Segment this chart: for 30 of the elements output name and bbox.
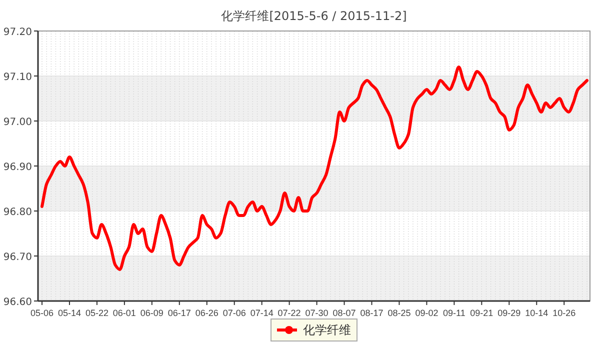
title: 化学纤维[2015-5-6 / 2015-11-2]	[221, 9, 407, 23]
y-tick-label: 97.20	[3, 27, 32, 38]
x-tick-label: 06-26	[195, 308, 218, 318]
x-tick-label: 10-26	[552, 308, 576, 318]
x-tick-label: 07-30	[305, 308, 328, 318]
x-tick-label: 09-21	[470, 308, 494, 318]
x-tick-label: 07-06	[222, 308, 246, 318]
x-tick-label: 09-11	[443, 308, 466, 318]
x-tick-label: 05-14	[58, 308, 81, 318]
y-tick-label: 97.00	[3, 117, 32, 128]
y-tick-label: 96.90	[3, 162, 32, 173]
x-tick-label: 05-22	[85, 308, 108, 318]
x-tick-label: 08-25	[388, 308, 411, 318]
x-tick-label: 08-17	[360, 308, 384, 318]
y-tick-label: 97.10	[3, 72, 32, 83]
y-tick-label: 96.70	[3, 252, 32, 263]
x-tick-label: 05-06	[30, 308, 54, 318]
x-tick-label: 09-29	[498, 308, 521, 318]
y-tick-label: 96.60	[3, 297, 32, 308]
x-tick-label: 08-07	[332, 308, 356, 318]
y-tick-label: 96.80	[3, 207, 32, 218]
x-tick-label: 06-01	[112, 308, 136, 318]
x-tick-label: 06-09	[140, 308, 164, 318]
legend-label: 化学纤维	[303, 323, 351, 337]
x-tick-label: 09-02	[415, 308, 438, 318]
x-tick-label: 10-14	[525, 308, 548, 318]
legend: 化学纤维	[270, 318, 358, 342]
x-tick-label: 07-22	[278, 308, 301, 318]
x-tick-label: 07-14	[250, 308, 274, 318]
x-tick-label: 06-17	[168, 308, 191, 318]
